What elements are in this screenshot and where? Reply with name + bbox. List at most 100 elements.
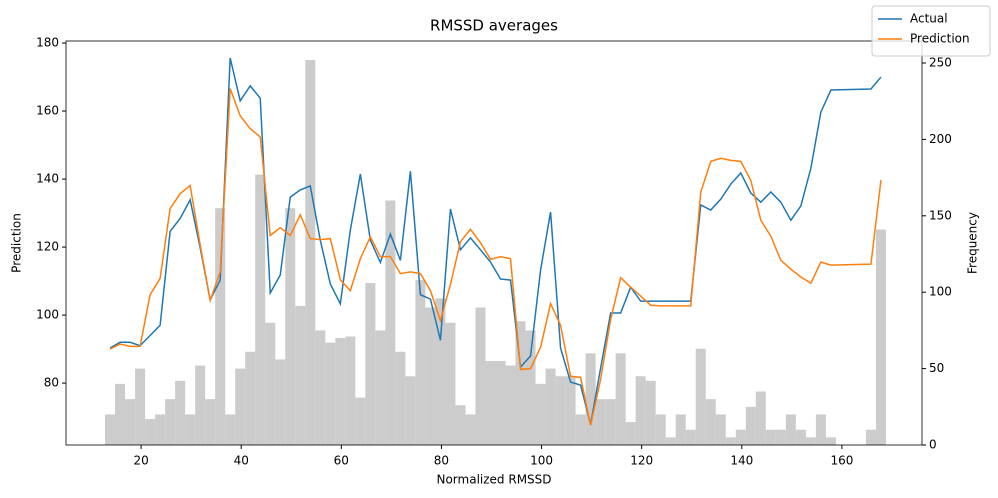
histogram-bar xyxy=(405,376,416,445)
histogram-bar xyxy=(725,437,736,445)
histogram-bar xyxy=(525,330,536,445)
histogram-bar xyxy=(105,414,116,445)
histogram-bar xyxy=(775,429,786,445)
histogram-bar xyxy=(685,429,696,445)
histogram-bar xyxy=(305,59,316,445)
histogram-bar xyxy=(175,380,186,445)
histogram-bar xyxy=(155,414,166,445)
histogram-bar xyxy=(295,305,306,445)
plot-frame xyxy=(65,40,923,446)
y2-tick-label: 200 xyxy=(929,132,952,146)
histogram-bar xyxy=(235,368,246,445)
y-tick-label: 180 xyxy=(36,36,59,50)
histogram-bar xyxy=(465,414,476,445)
y-tick-label: 140 xyxy=(36,172,59,186)
histogram-bar xyxy=(565,376,576,445)
chart-title: RMSSD averages xyxy=(430,17,558,35)
histogram-bar xyxy=(315,330,326,445)
x-tick-label: 140 xyxy=(730,454,753,468)
histogram-bar xyxy=(815,414,826,445)
histogram-bar xyxy=(545,368,556,445)
histogram-bar xyxy=(735,429,746,445)
histogram-bar xyxy=(475,307,486,445)
histogram-bar xyxy=(365,283,376,445)
histogram-bar xyxy=(745,406,756,445)
histogram-bar xyxy=(615,353,626,445)
histogram-bar xyxy=(695,348,706,445)
x-tick-label: 120 xyxy=(630,454,653,468)
y2-tick-label: 150 xyxy=(929,208,952,222)
histogram-bar xyxy=(785,414,796,445)
y2-axis-label: Frequency xyxy=(966,212,980,274)
histogram-bar xyxy=(345,336,356,445)
histogram-bar xyxy=(355,397,366,445)
histogram-bar xyxy=(515,321,526,445)
x-tick-label: 80 xyxy=(434,454,449,468)
histogram-bar xyxy=(195,365,206,445)
histogram-bar xyxy=(585,353,596,445)
y2-tick-label: 100 xyxy=(929,285,952,299)
histogram-bar xyxy=(485,360,496,445)
histogram-bar xyxy=(865,429,876,445)
histogram-bar xyxy=(185,414,196,445)
histogram-bar xyxy=(645,380,656,445)
histogram-bar xyxy=(705,399,716,445)
histogram-bar xyxy=(395,351,406,445)
histogram-bar xyxy=(535,383,546,445)
histogram-bar xyxy=(505,365,516,445)
histogram-bar xyxy=(675,414,686,445)
x-tick-label: 20 xyxy=(133,454,148,468)
histogram-bar xyxy=(245,351,256,445)
histogram-bar xyxy=(655,414,666,445)
legend-label: Prediction xyxy=(910,32,970,46)
histogram-bar xyxy=(605,399,616,445)
histogram-bar xyxy=(575,414,586,445)
histogram-bar xyxy=(285,208,296,445)
histogram-bar xyxy=(595,399,606,445)
histogram-bar xyxy=(635,376,646,445)
histogram-bar xyxy=(205,399,216,445)
histogram-bar xyxy=(795,429,806,445)
y2-tick-label: 50 xyxy=(929,361,944,375)
x-tick-label: 160 xyxy=(830,454,853,468)
histogram-bar xyxy=(125,399,136,445)
histogram-bar xyxy=(435,298,446,445)
histogram-bar xyxy=(275,359,286,445)
histogram-bar xyxy=(425,307,436,445)
histogram-bar xyxy=(225,414,236,445)
y-tick-label: 80 xyxy=(44,376,59,390)
histogram-bar xyxy=(625,422,636,445)
legend-label: Actual xyxy=(910,12,948,26)
histogram-bar xyxy=(875,229,886,445)
y-axis-label: Prediction xyxy=(10,213,24,273)
histogram-bar xyxy=(165,399,176,445)
histogram-bar xyxy=(135,368,146,445)
histogram-bar xyxy=(715,414,726,445)
histogram-bar xyxy=(765,429,776,445)
x-tick-label: 60 xyxy=(334,454,349,468)
histogram-bar xyxy=(215,208,226,445)
y-tick-label: 100 xyxy=(36,308,59,322)
histogram-bar xyxy=(265,322,276,445)
histogram-bar xyxy=(755,391,766,445)
histogram-bar xyxy=(255,174,266,445)
line-series xyxy=(109,88,882,426)
histogram-bar xyxy=(115,383,126,445)
histogram-bar xyxy=(665,437,676,445)
x-tick-label: 100 xyxy=(530,454,553,468)
y-tick-label: 160 xyxy=(36,104,59,118)
x-tick-label: 40 xyxy=(234,454,249,468)
histogram-bar xyxy=(335,338,346,445)
histogram-bar xyxy=(375,330,386,445)
line-series xyxy=(109,57,882,425)
histogram-bar xyxy=(825,437,836,445)
histogram-bar xyxy=(415,279,426,445)
histogram-bar xyxy=(385,200,396,445)
y2-tick-label: 0 xyxy=(929,438,937,452)
histogram-bar xyxy=(325,342,336,445)
histogram-bar xyxy=(145,419,156,445)
histogram-bar xyxy=(495,360,506,445)
histogram-bar xyxy=(805,437,816,445)
histogram-bar xyxy=(445,322,456,445)
